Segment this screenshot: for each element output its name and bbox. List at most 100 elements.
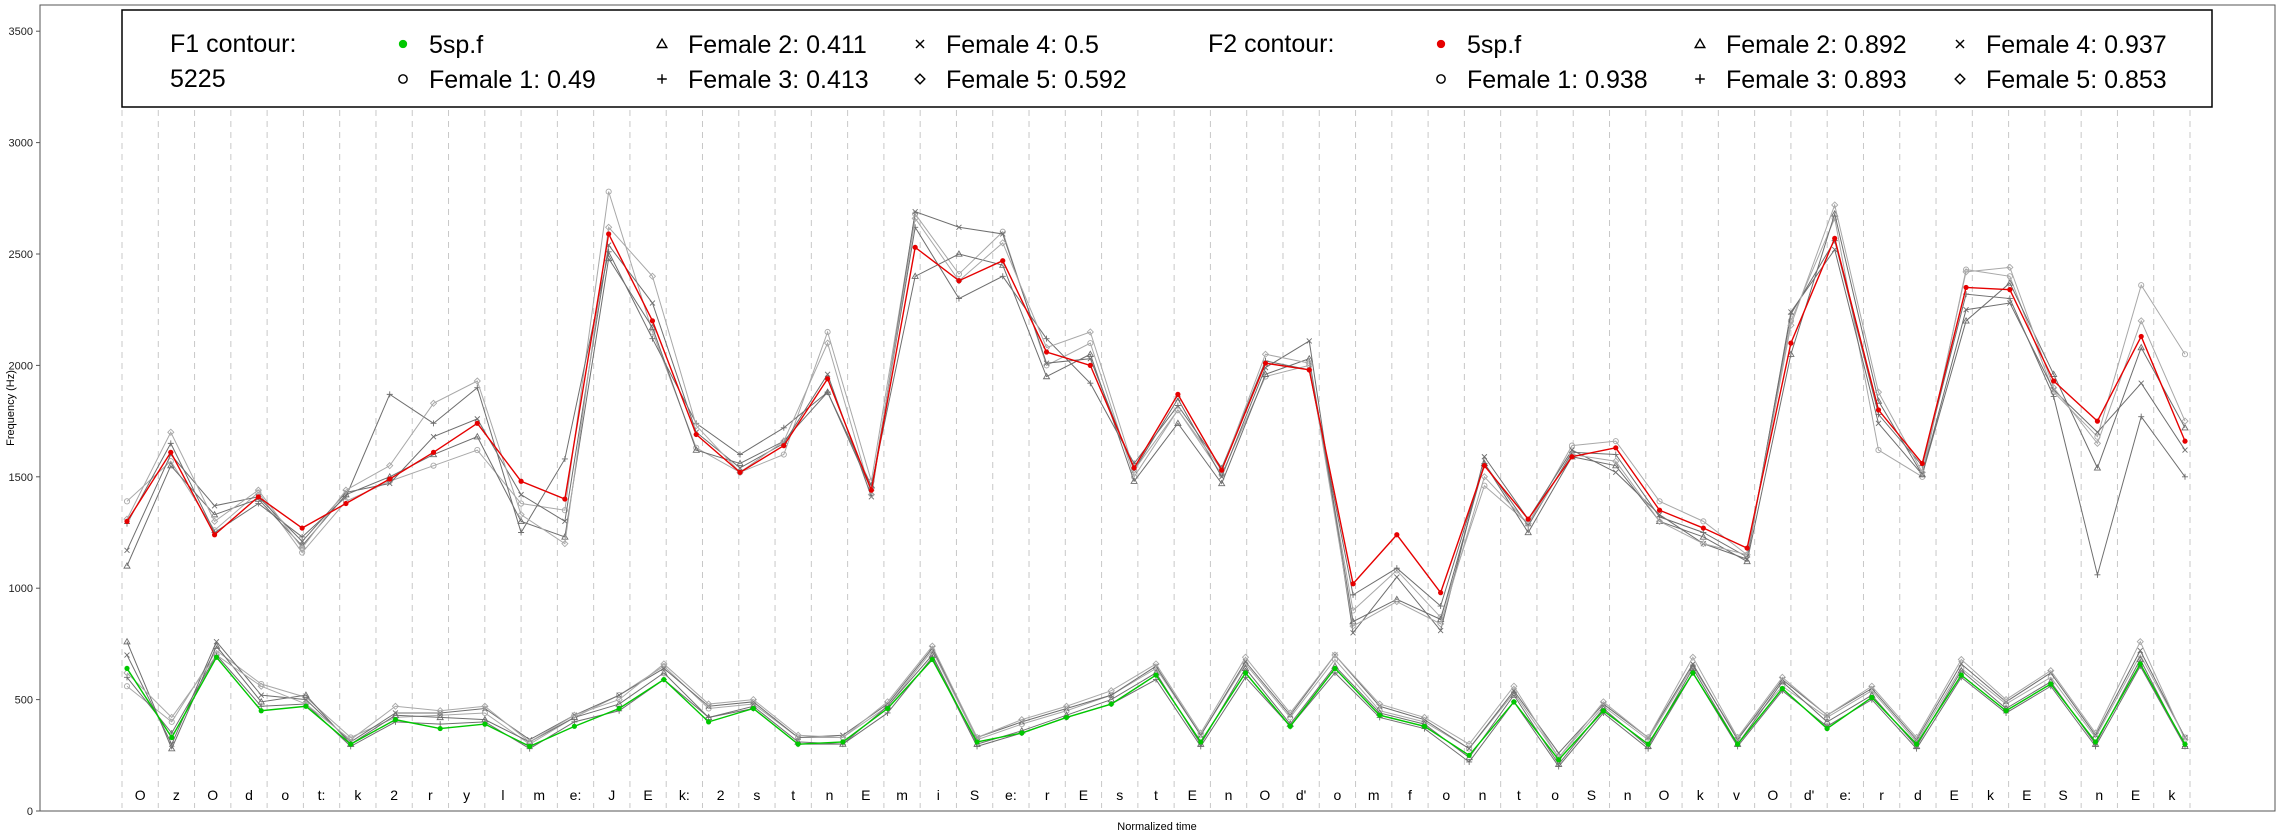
data-point: [386, 462, 394, 470]
data-point: [1874, 388, 1883, 396]
y-tick-label: 3500: [9, 26, 33, 38]
segment-label: d: [1914, 787, 1922, 803]
segment-label: t:: [318, 787, 326, 803]
data-point: [705, 703, 712, 710]
f1-legend-entry: Female 1: 0.49: [398, 66, 596, 94]
y-tick-label: 500: [15, 695, 33, 707]
data-point: [124, 652, 130, 658]
data-point: [649, 318, 656, 324]
data-point: [562, 496, 568, 502]
legend-marker: [657, 74, 667, 84]
data-point: [527, 743, 533, 749]
data-point: [974, 739, 980, 745]
data-point: [1063, 714, 1070, 721]
data-point: [123, 498, 131, 505]
data-point: [606, 231, 612, 237]
segment-label: S: [970, 787, 979, 803]
data-point: [343, 500, 349, 507]
data-point: [430, 462, 437, 469]
data-point: [1306, 367, 1312, 373]
segment-label: y: [463, 787, 470, 803]
data-point: [1131, 465, 1137, 471]
data-point: [824, 328, 831, 336]
segment-label: O: [1767, 787, 1778, 803]
segment-label: n: [2095, 787, 2103, 803]
data-point: [737, 465, 743, 471]
data-point: [1962, 316, 1970, 324]
data-point: [1556, 757, 1562, 763]
data-point: [955, 295, 962, 302]
data-point: [1613, 445, 1619, 451]
segment-label: O: [1658, 787, 1669, 803]
segment-label: d: [245, 787, 253, 803]
data-point: [2138, 333, 2144, 340]
data-point: [518, 529, 525, 536]
data-point: [1480, 473, 1489, 481]
data-point: [302, 691, 310, 698]
data-point: [2051, 378, 2057, 384]
data-point: [1305, 354, 1314, 362]
f2-legend-entry: Female 5: 0.853: [1954, 66, 2167, 94]
data-point: [1219, 467, 1225, 473]
legend-label: Female 1: 0.49: [429, 66, 596, 94]
y-tick-label: 2500: [9, 249, 33, 261]
data-point: [1690, 661, 1696, 667]
data-point: [436, 713, 444, 721]
data-point: [299, 533, 306, 540]
data-point: [1481, 463, 1488, 469]
data-point: [1788, 340, 1794, 346]
data-point: [2006, 263, 2014, 272]
data-point: [824, 376, 831, 382]
legend-label: Female 5: 0.853: [1986, 66, 2167, 94]
data-point: [1086, 350, 1095, 357]
legend-box: [121, 9, 2213, 108]
data-point: [2094, 571, 2101, 578]
legend-label: Female 4: 0.937: [1986, 31, 2167, 59]
data-point: [1062, 702, 1071, 710]
segment-label: s: [1116, 787, 1123, 803]
data-point: [1420, 713, 1429, 722]
data-point: [124, 665, 130, 672]
data-point: [2094, 429, 2101, 436]
segment-label: k: [1987, 787, 1995, 803]
segment-label: r: [428, 787, 433, 803]
data-point: [1744, 556, 1750, 563]
data-point: [1510, 691, 1518, 698]
data-point: [1197, 732, 1204, 739]
data-point: [781, 443, 787, 449]
data-point: [1042, 372, 1051, 380]
data-point: [1699, 533, 1708, 540]
f2-legend-entry: Female 1: 0.938: [1436, 66, 1648, 94]
data-point: [1332, 665, 1338, 672]
data-point: [481, 702, 489, 710]
data-point: [1421, 723, 1428, 729]
segment-label: t: [1517, 787, 1521, 803]
series-female-3-f2: [124, 224, 2188, 610]
data-point: [1919, 471, 1926, 478]
legend-label: Female 2: 0.411: [688, 31, 867, 59]
f2-legend-entry: Female 2: 0.892: [1693, 31, 1907, 59]
data-point: [2182, 438, 2188, 444]
segment-label: e:: [1839, 787, 1851, 803]
data-point: [1656, 498, 1663, 505]
data-point: [1287, 723, 1293, 729]
segment-label: t: [791, 787, 795, 803]
data-point: [2091, 729, 2100, 737]
data-point: [2094, 418, 2101, 424]
data-point: [211, 532, 218, 538]
data-point: [1108, 701, 1114, 707]
data-point: [1644, 733, 1652, 742]
data-point: [561, 540, 569, 548]
data-point: [2137, 661, 2143, 667]
data-point: [605, 223, 613, 231]
data-point: [794, 731, 802, 739]
data-point: [474, 420, 480, 426]
segment-label: J: [608, 787, 615, 803]
data-point: [1525, 516, 1531, 522]
data-point: [2048, 681, 2054, 687]
data-point: [999, 239, 1007, 247]
y-tick-label: 3000: [9, 138, 33, 150]
data-point: [1087, 355, 1094, 362]
data-point: [571, 723, 577, 729]
data-point: [1437, 603, 1444, 610]
